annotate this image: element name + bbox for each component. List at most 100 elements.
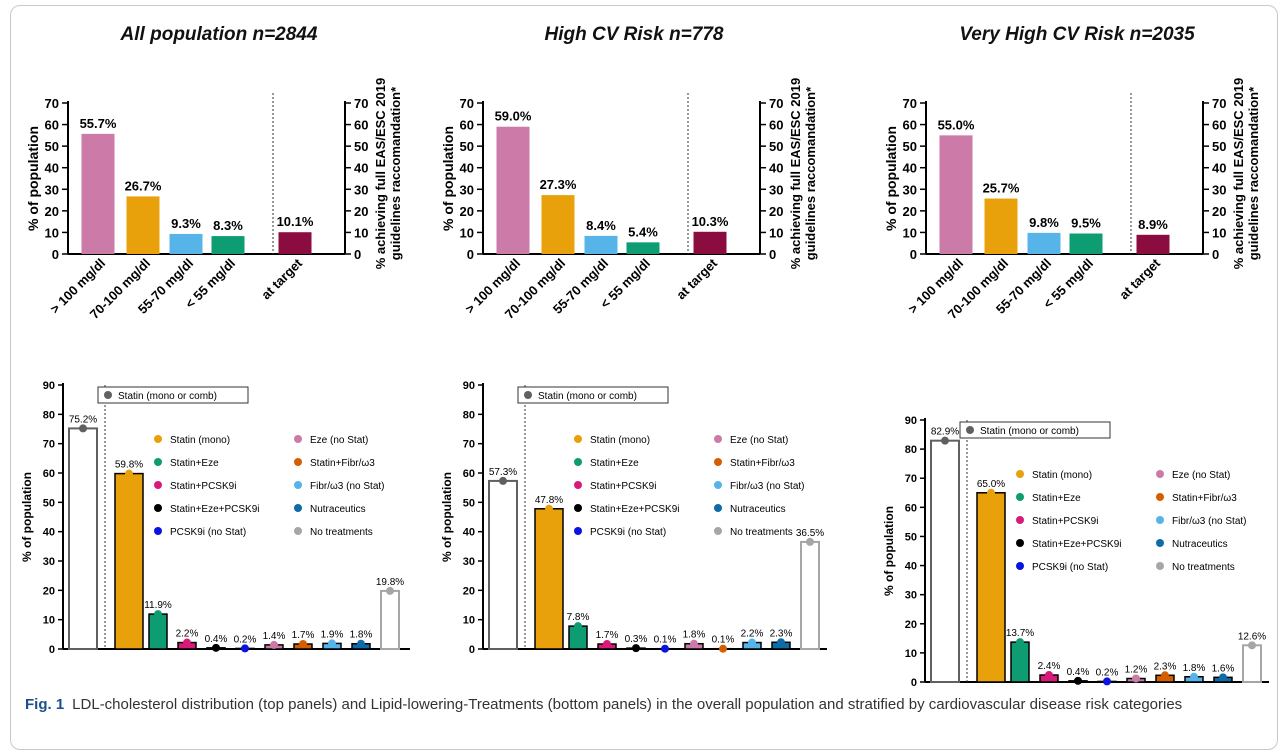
top-bar-value-label-2: 8.4% [586,218,616,233]
top-ytick-label-right: 30 [1212,182,1226,197]
legend-marker-statin-comb [104,391,112,399]
figure-caption: Fig. 1 LDL-cholesterol distribution (top … [25,693,1265,716]
legend-label-10: No treatments [310,527,373,538]
bottom-bar-1 [534,508,564,650]
legend-marker-8 [294,481,302,489]
legend-marker-3 [574,481,582,489]
legend-label-6: Eze (no Stat) [1172,470,1230,481]
bottom-bar-point-7 [299,640,307,649]
top-bar-value-label-0: 55.7% [80,116,117,131]
legend-label-4: Statin+Eze+PCSK9i [590,504,680,515]
caption-label: Fig. 1 [25,696,65,713]
legend-marker-10 [1156,562,1164,570]
top-ytick-label-right: 0 [769,247,776,262]
legend-box-statin-comb [959,421,1111,439]
top-bar-value-label-4: 10.3% [692,214,729,229]
legend-label-6: Eze (no Stat) [310,435,368,446]
legend-label-3: Statin+PCSK9i [170,481,236,492]
legend-box-statin-comb [517,386,669,404]
bottom-ytick-label: 60 [43,468,55,480]
bottom-ytick-label: 70 [43,439,55,451]
top-ytick-label-right: 40 [1212,161,1226,176]
bottom-bar-point-3 [1045,671,1053,680]
bottom-bar-point-5 [661,644,669,653]
bottom-bar-value-label-5: 0.1% [654,635,677,646]
top-ytick-label-right: 30 [769,182,783,197]
bottom-bar-value-label-9: 1.8% [350,630,373,641]
bottom-bar-point-0 [79,424,87,433]
bottom-bar-value-label-2: 11.9% [144,600,172,611]
top-ytick-label-right: 40 [769,161,783,176]
top-bar-value-label-1: 25.7% [983,181,1020,196]
bottom-bar-point-3 [183,638,191,647]
bottom-ytick-label: 20 [905,619,917,631]
legend-label-5: PCSK9i (no Stat) [170,527,246,538]
top-ytick-label-left: 70 [903,96,917,111]
bottom-ytick-label: 40 [463,527,475,539]
bottom-bar-value-label-0: 57.3% [489,467,517,478]
legend-marker-2 [154,458,162,466]
top-category-label-4: at target [258,255,305,302]
bottom-bar-value-label-2: 7.8% [567,612,590,623]
top-chart-title-0: All population n=2844 [120,24,318,45]
top-bar-2 [169,233,203,254]
legend-label-9: Nutraceutics [730,504,786,515]
bottom-bar-point-9 [777,638,785,647]
top-ylabel-right-line2-0: guidelines raccomandation* [388,86,403,260]
top-ytick-label-right: 50 [1212,139,1226,154]
top-ytick-label-left: 0 [52,247,59,262]
legend-label-1: Statin (mono) [1032,470,1092,481]
top-ytick-label-left: 20 [45,204,59,219]
top-bar-0 [939,135,973,254]
bottom-ytick-label: 90 [43,380,55,392]
top-ytick-label-left: 20 [460,204,474,219]
bottom-bar-0 [68,427,98,650]
legend-marker-9 [714,504,722,512]
legend-label-3: Statin+PCSK9i [1032,516,1098,527]
legend-label-8: Fibr/ω3 (no Stat) [730,481,805,492]
top-ytick-label-left: 60 [460,118,474,133]
legend-label-6: Eze (no Stat) [730,435,788,446]
top-ytick-label-right: 20 [769,204,783,219]
bottom-ylabel-0: % of population [20,472,34,562]
bottom-bar-point-6 [690,639,698,648]
top-ytick-label-left: 10 [45,225,59,240]
top-chart-title-1: High CV Risk n=778 [545,24,724,45]
bottom-ytick-label: 80 [463,409,475,421]
top-ytick-label-left: 40 [460,161,474,176]
top-ylabel-right-line1-0: % achieving full EAS/ESC 2019 [373,78,388,269]
top-bar-4 [693,231,727,254]
bottom-bar-value-label-4: 0.4% [1067,667,1090,678]
top-ytick-label-right: 30 [354,182,368,197]
legend-marker-9 [294,504,302,512]
top-bar-value-label-0: 59.0% [495,109,532,124]
bottom-ytick-label: 40 [43,527,55,539]
top-ytick-label-right: 50 [769,139,783,154]
bottom-bar-point-1 [125,469,133,478]
top-ylabel-left-1: % of population [440,126,456,231]
bottom-ytick-label: 10 [905,648,917,660]
top-ytick-label-left: 70 [45,96,59,111]
bottom-ytick-label: 0 [469,644,475,656]
legend-marker-5 [154,527,162,535]
top-ytick-label-left: 50 [45,139,59,154]
bottom-bar-point-6 [1132,674,1140,683]
legend-marker-7 [294,458,302,466]
top-ytick-label-right: 20 [354,204,368,219]
top-ytick-label-left: 50 [903,139,917,154]
top-bar-value-label-3: 8.3% [213,218,243,233]
bottom-bar-value-label-1: 59.8% [115,460,143,471]
top-chart-title-2: Very High CV Risk n=2035 [959,24,1195,45]
top-bar-value-label-4: 10.1% [277,214,314,229]
bottom-bar-point-8 [1190,672,1198,681]
top-ytick-label-left: 60 [903,118,917,133]
legend-label-7: Statin+Fibr/ω3 [730,458,795,469]
top-ytick-label-right: 50 [354,139,368,154]
bottom-bar-value-label-8: 1.8% [1183,663,1206,674]
figure-charts: All population n=2844 0 0 10 10 20 20 30 30 40 40 5… [20,24,1269,689]
legend-label-statin-comb: Statin (mono or comb) [538,391,637,402]
bottom-bar-point-5 [1103,677,1111,686]
bottom-ytick-label: 0 [911,677,917,689]
legend-label-statin-comb: Statin (mono or comb) [980,426,1079,437]
bottom-bar-value-label-10: 12.6% [1238,631,1266,642]
